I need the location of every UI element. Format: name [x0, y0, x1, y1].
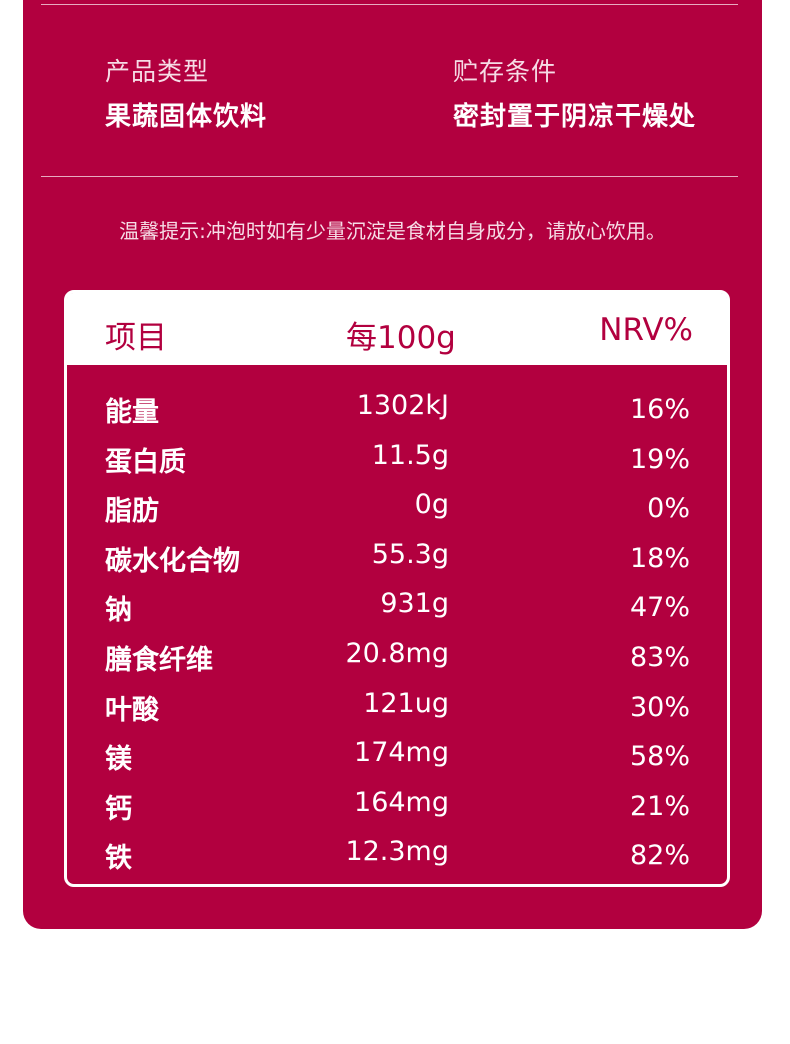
nutrient-name: 铁 — [105, 843, 132, 875]
nutrient-nrv: 58% — [629, 741, 690, 773]
table-row: 蛋白质 11.5g 19% — [67, 440, 727, 490]
nutrient-amount: 12.3mg — [345, 836, 449, 868]
nutrient-nrv: 47% — [629, 592, 690, 624]
nutrition-table: 项目 每100g NRV% 能量 1302kJ 16% 蛋白质 11.5g 19… — [64, 290, 730, 887]
nutrient-nrv: 21% — [629, 790, 690, 822]
nutrient-nrv: 0% — [647, 493, 690, 525]
header-item: 项目 — [105, 320, 167, 356]
table-row: 钙 164mg 21% — [67, 787, 727, 837]
storage-label: 贮存条件 — [453, 57, 558, 86]
product-type-value: 果蔬固体饮料 — [105, 102, 268, 132]
nutrient-amount: 931g — [380, 588, 449, 620]
table-row: 碳水化合物 55.3g 18% — [67, 539, 727, 589]
nutrient-name: 碳水化合物 — [105, 545, 240, 577]
table-row: 膳食纤维 20.8mg 83% — [67, 638, 727, 688]
table-row: 能量 1302kJ 16% — [67, 390, 727, 440]
product-type-label: 产品类型 — [105, 57, 210, 86]
product-info-panel: 产品类型 果蔬固体饮料 贮存条件 密封置于阴凉干燥处 温馨提示:冲泡时如有少量沉… — [23, 0, 762, 929]
nutrient-name: 蛋白质 — [105, 446, 186, 478]
nutrient-name: 叶酸 — [105, 694, 159, 726]
table-row: 脂肪 0g 0% — [67, 489, 727, 539]
table-row: 镁 174mg 58% — [67, 737, 727, 787]
warm-tip: 温馨提示:冲泡时如有少量沉淀是食材自身成分，请放心饮用。 — [119, 219, 666, 243]
nutrient-amount: 164mg — [354, 786, 449, 818]
nutrient-name: 能量 — [105, 397, 159, 428]
header-per-100g: 每100g — [346, 320, 456, 356]
nutrient-name: 镁 — [105, 744, 132, 776]
nutrient-amount: 174mg — [354, 737, 449, 769]
nutrient-nrv: 16% — [629, 394, 690, 425]
nutrient-nrv: 82% — [629, 840, 690, 872]
storage-value: 密封置于阴凉干燥处 — [453, 102, 697, 132]
nutrient-nrv: 18% — [629, 542, 690, 574]
top-divider — [41, 4, 738, 5]
nutrient-name: 膳食纤维 — [105, 644, 213, 676]
nutrient-amount: 55.3g — [371, 538, 449, 570]
table-row: 钠 931g 47% — [67, 588, 727, 638]
nutrient-amount: 20.8mg — [345, 637, 449, 669]
nutrient-amount: 0g — [414, 489, 449, 521]
nutrient-name: 钠 — [105, 595, 132, 627]
nutrient-amount: 121ug — [363, 687, 449, 719]
table-body: 能量 1302kJ 16% 蛋白质 11.5g 19% 脂肪 0g 0% 碳水化… — [67, 390, 727, 886]
table-row: 叶酸 121ug 30% — [67, 688, 727, 738]
nutrient-name: 脂肪 — [105, 496, 159, 528]
nutrient-amount: 11.5g — [371, 439, 449, 471]
nutrient-name: 钙 — [105, 793, 132, 825]
table-header: 项目 每100g NRV% — [67, 293, 727, 365]
nutrient-nrv: 83% — [629, 641, 690, 673]
table-row: 铁 12.3mg 82% — [67, 836, 727, 886]
nutrient-amount: 1302kJ — [356, 390, 449, 421]
nutrient-nrv: 30% — [629, 691, 690, 723]
nutrient-nrv: 19% — [629, 443, 690, 475]
header-nrv: NRV% — [599, 312, 693, 348]
middle-divider — [41, 176, 738, 177]
